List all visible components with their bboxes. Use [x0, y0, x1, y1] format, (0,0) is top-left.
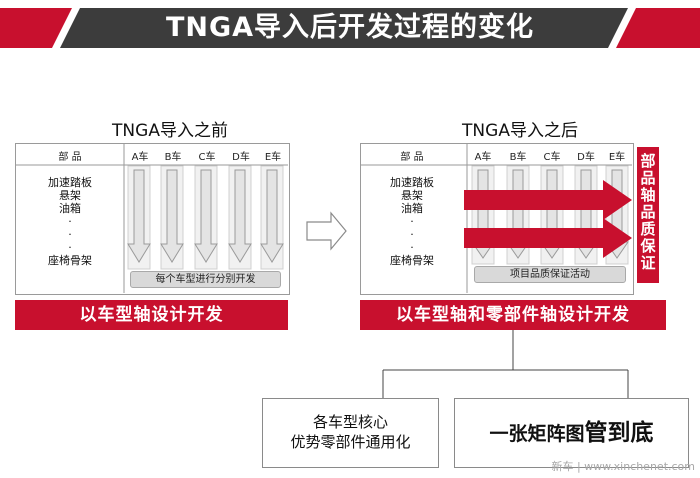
part-item: ·	[68, 228, 72, 241]
part-item: ·	[410, 228, 414, 241]
title-banner	[0, 0, 700, 52]
part-item: 加速踏板	[390, 176, 434, 189]
before-bar-label: 每个车型进行分别开发	[130, 271, 281, 288]
after-car-a: A车	[474, 152, 492, 163]
part-item: 悬架	[401, 189, 423, 202]
page-title: TNGA导入后开发过程的变化	[165, 12, 535, 43]
after-parts-list: 加速踏板 悬架 油箱 · · · 座椅骨架	[367, 176, 457, 267]
before-heading: TNGA导入之前	[112, 121, 228, 141]
part-item: 油箱	[401, 202, 423, 215]
after-red-right-arrows	[464, 180, 632, 258]
outcome-line-2: 优势零部件通用化	[290, 433, 411, 451]
vertical-label-text: 部品轴品质保证	[640, 152, 656, 272]
outcome-matrix-text-1: 一张矩阵图	[489, 423, 585, 445]
after-red-label: 以车型轴和零部件轴设计开发	[360, 300, 666, 330]
after-heading: TNGA导入之后	[462, 121, 578, 141]
after-car-d: D车	[577, 152, 595, 163]
part-item: 座椅骨架	[48, 254, 92, 267]
after-car-c: C车	[543, 152, 561, 163]
after-parts-header: 部 品	[400, 152, 424, 163]
before-red-label: 以车型轴设计开发	[15, 300, 288, 330]
after-car-b: B车	[509, 152, 527, 163]
part-item: ·	[410, 215, 414, 228]
before-car-a: A车	[131, 152, 149, 163]
before-parts-list: 加速踏板 悬架 油箱 · · · 座椅骨架	[25, 176, 115, 267]
part-item: 悬架	[59, 189, 81, 202]
before-parts-header: 部 品	[58, 152, 82, 163]
before-car-c: C车	[198, 152, 216, 163]
after-car-e: E车	[608, 152, 626, 163]
banner-red-left	[0, 8, 72, 48]
red-arrow-lower	[464, 218, 632, 258]
transition-arrow-icon	[306, 211, 347, 251]
after-bar-label: 项目品质保证活动	[474, 266, 626, 283]
part-item: ·	[68, 215, 72, 228]
part-item: 油箱	[59, 202, 81, 215]
outcome-matrix-box: 一张矩阵图管到底	[454, 398, 689, 468]
before-car-d: D车	[232, 152, 250, 163]
part-item: 座椅骨架	[390, 254, 434, 267]
part-item: ·	[68, 241, 72, 254]
outcome-matrix-text-2: 管到底	[584, 420, 654, 446]
red-arrow-upper	[464, 180, 632, 220]
banner-red-right	[616, 8, 700, 48]
part-item: 加速踏板	[48, 176, 92, 189]
before-down-arrows	[127, 169, 284, 263]
after-vertical-label: 部品轴品质保证	[637, 147, 659, 283]
part-item: ·	[410, 241, 414, 254]
outcome-line-1: 各车型核心	[312, 413, 388, 431]
watermark: 新车 | www.xinchenet.com	[551, 460, 695, 473]
outcome-commonization-box: 各车型核心 优势零部件通用化	[262, 398, 439, 468]
before-car-b: B车	[164, 152, 182, 163]
banner-dark-center	[60, 8, 628, 48]
before-car-e: E车	[264, 152, 282, 163]
